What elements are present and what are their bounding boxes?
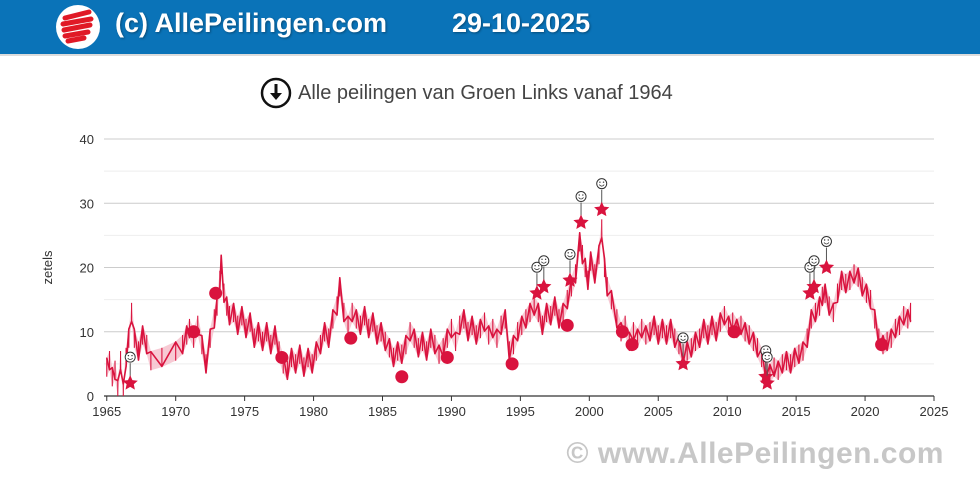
election-result-dot [727, 325, 741, 339]
election-result-dot [505, 357, 519, 371]
peak-star-marker [122, 375, 138, 390]
header-bar: (c) AllePeilingen.com 29-10-2025 [0, 0, 980, 56]
smiley-icon [564, 248, 576, 260]
election-result-dot [187, 325, 201, 339]
download-arrow-icon[interactable] [260, 77, 292, 109]
election-result-dot [875, 338, 889, 352]
peak-star-marker [529, 285, 545, 300]
x-tick-label: 2005 [644, 404, 673, 419]
election-result-dot [560, 318, 574, 332]
watermark: © www.AllePeilingen.com [566, 437, 944, 470]
smiley-icon [124, 351, 136, 363]
peak-star-marker [758, 368, 774, 384]
x-tick-label: 1985 [368, 404, 397, 419]
x-tick-label: 1975 [230, 404, 259, 419]
y-tick-label: 10 [80, 325, 94, 340]
y-tick-label: 0 [87, 389, 94, 404]
peak-star-marker [759, 375, 775, 390]
y-axis-label: zetels [40, 250, 55, 284]
election-result-dot [209, 286, 223, 300]
x-tick-label: 1995 [506, 404, 535, 419]
smiley-icon [761, 351, 773, 363]
peak-star-marker [562, 272, 578, 287]
peak-star-marker [675, 355, 691, 371]
peak-star-marker [594, 201, 610, 217]
election-result-dot [615, 325, 629, 339]
election-result-dot [395, 370, 409, 384]
smiley-icon [820, 236, 832, 247]
x-tick-label: 2015 [782, 404, 811, 419]
x-tick-label: 1980 [299, 404, 328, 419]
site-title: (c) AllePeilingen.com [115, 8, 388, 38]
smiley-icon [808, 255, 820, 267]
peak-star-marker [806, 278, 822, 294]
peak-star-marker [818, 259, 835, 274]
peak-star-marker [573, 214, 589, 229]
smiley-icon [531, 261, 543, 273]
poll-chart: 0 10 20 30 40 1965 1970 1975 1980 1985 1990 1995 200… [40, 132, 949, 419]
allepeilingen-logo-icon[interactable] [55, 4, 101, 50]
peak-star-marker [536, 278, 552, 294]
x-tick-label: 1965 [92, 404, 121, 419]
poll-line [106, 232, 912, 385]
smiley-icon [677, 332, 689, 344]
x-tick-label: 1990 [437, 404, 466, 419]
chart-title-row: Alle peilingen van Groen Links vanaf 196… [260, 76, 673, 110]
x-tick-label: 2000 [575, 404, 604, 419]
x-tick-label: 1970 [161, 404, 190, 419]
x-tick-label: 2020 [851, 404, 880, 419]
y-tick-label: 30 [80, 196, 94, 211]
election-result-dot [275, 350, 289, 364]
header-date: 29-10-2025 [452, 8, 591, 38]
x-tick-label: 2010 [713, 404, 742, 419]
chart-title: Alle peilingen van Groen Links vanaf 196… [298, 81, 673, 104]
election-result-dot [625, 338, 639, 352]
y-tick-label: 20 [80, 261, 94, 276]
election-result-dot [344, 331, 358, 345]
x-tick-label: 2025 [920, 404, 949, 419]
smiley-icon [538, 255, 550, 267]
y-tick-label: 40 [80, 132, 94, 147]
smiley-icon [596, 178, 608, 190]
smiley-icon [575, 191, 587, 203]
election-result-dot [440, 350, 454, 364]
